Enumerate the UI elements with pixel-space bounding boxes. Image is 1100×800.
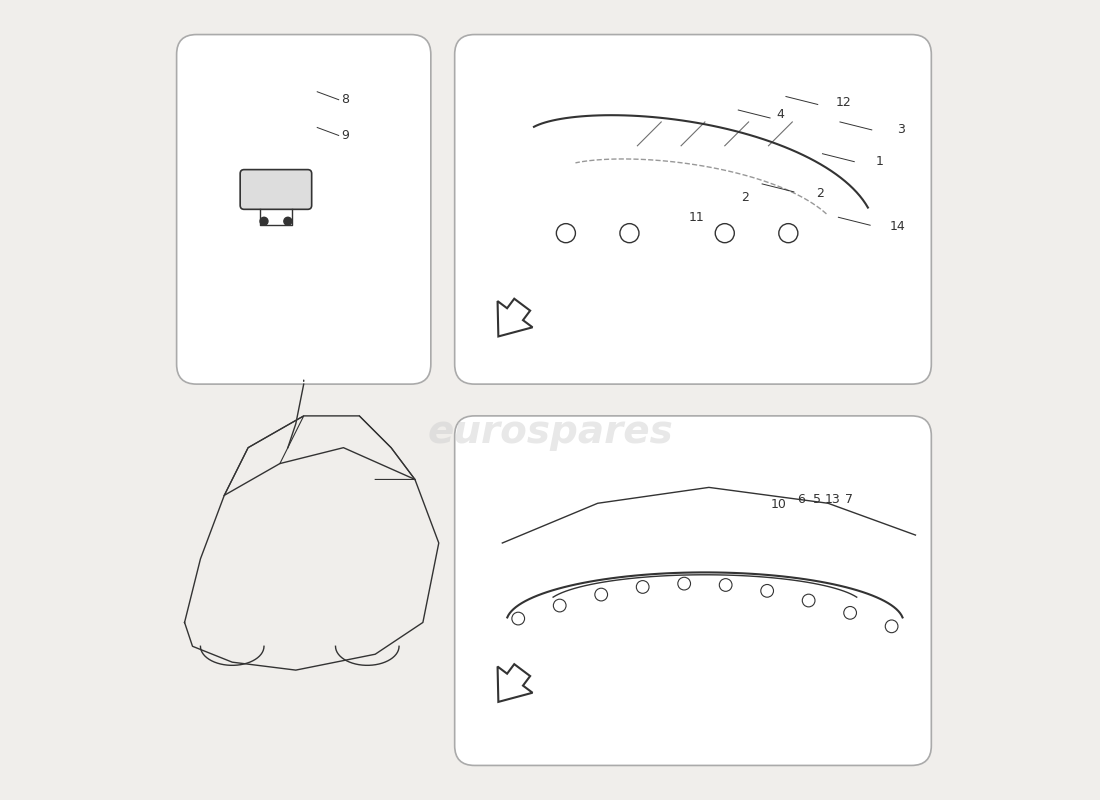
FancyBboxPatch shape: [454, 416, 932, 766]
FancyBboxPatch shape: [177, 34, 431, 384]
Text: 8: 8: [341, 93, 349, 106]
Text: 9: 9: [341, 129, 349, 142]
Text: 2: 2: [816, 187, 824, 200]
Text: 5: 5: [813, 493, 821, 506]
Text: 3: 3: [898, 123, 905, 136]
Text: 13: 13: [825, 493, 840, 506]
Text: 2: 2: [740, 191, 749, 204]
FancyBboxPatch shape: [454, 34, 932, 384]
Circle shape: [284, 218, 292, 226]
Text: eurospares: eurospares: [427, 413, 673, 450]
Text: 14: 14: [890, 220, 905, 234]
Text: 6: 6: [798, 493, 805, 506]
FancyArrow shape: [497, 664, 532, 702]
Text: 7: 7: [845, 493, 853, 506]
Text: 10: 10: [771, 498, 786, 511]
FancyBboxPatch shape: [240, 170, 311, 210]
Text: 11: 11: [689, 210, 705, 224]
FancyArrow shape: [497, 298, 532, 337]
Text: 4: 4: [777, 107, 784, 121]
Circle shape: [260, 218, 268, 226]
Text: 12: 12: [836, 95, 851, 109]
Text: 1: 1: [876, 155, 883, 168]
